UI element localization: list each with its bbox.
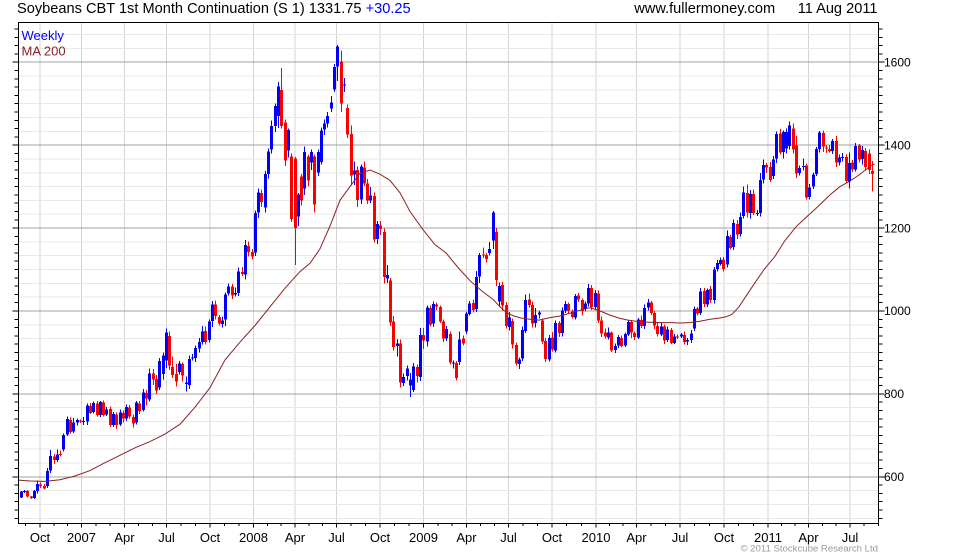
svg-text:2009: 2009 bbox=[409, 530, 438, 545]
svg-text:Apr: Apr bbox=[626, 530, 647, 545]
svg-text:Apr: Apr bbox=[456, 530, 477, 545]
svg-text:Apr: Apr bbox=[798, 530, 819, 545]
svg-text:Apr: Apr bbox=[285, 530, 306, 545]
svg-text:Oct: Oct bbox=[542, 530, 563, 545]
svg-text:Apr: Apr bbox=[114, 530, 135, 545]
svg-text:Oct: Oct bbox=[370, 530, 391, 545]
svg-text:Oct: Oct bbox=[30, 530, 51, 545]
svg-text:Soybeans CBT 1st Month Continu: Soybeans CBT 1st Month Continuation (S 1… bbox=[17, 1, 411, 17]
svg-text:Jul: Jul bbox=[328, 530, 345, 545]
svg-text:1200: 1200 bbox=[884, 221, 911, 235]
svg-text:Jul: Jul bbox=[158, 530, 175, 545]
svg-text:Oct: Oct bbox=[200, 530, 221, 545]
svg-text:1000: 1000 bbox=[884, 304, 911, 318]
svg-text:2010: 2010 bbox=[582, 530, 611, 545]
svg-text:1400: 1400 bbox=[884, 138, 911, 152]
svg-text:600: 600 bbox=[884, 470, 904, 484]
svg-text:2011: 2011 bbox=[754, 530, 782, 545]
svg-text:Jul: Jul bbox=[842, 530, 859, 545]
svg-text:www.fullermoney.com: www.fullermoney.com bbox=[633, 1, 775, 17]
svg-text:2007: 2007 bbox=[67, 530, 96, 545]
svg-text:11 Aug 2011: 11 Aug 2011 bbox=[798, 1, 878, 17]
svg-text:1600: 1600 bbox=[884, 55, 911, 69]
svg-text:2008: 2008 bbox=[239, 530, 268, 545]
svg-text:MA 200: MA 200 bbox=[22, 44, 66, 59]
svg-text:Jul: Jul bbox=[672, 530, 689, 545]
svg-text:Jul: Jul bbox=[500, 530, 517, 545]
svg-text:Weekly: Weekly bbox=[22, 28, 65, 43]
svg-text:800: 800 bbox=[884, 387, 904, 401]
svg-text:© 2011 Stockcube Research Ltd: © 2011 Stockcube Research Ltd bbox=[740, 544, 878, 555]
svg-text:Oct: Oct bbox=[714, 530, 735, 545]
